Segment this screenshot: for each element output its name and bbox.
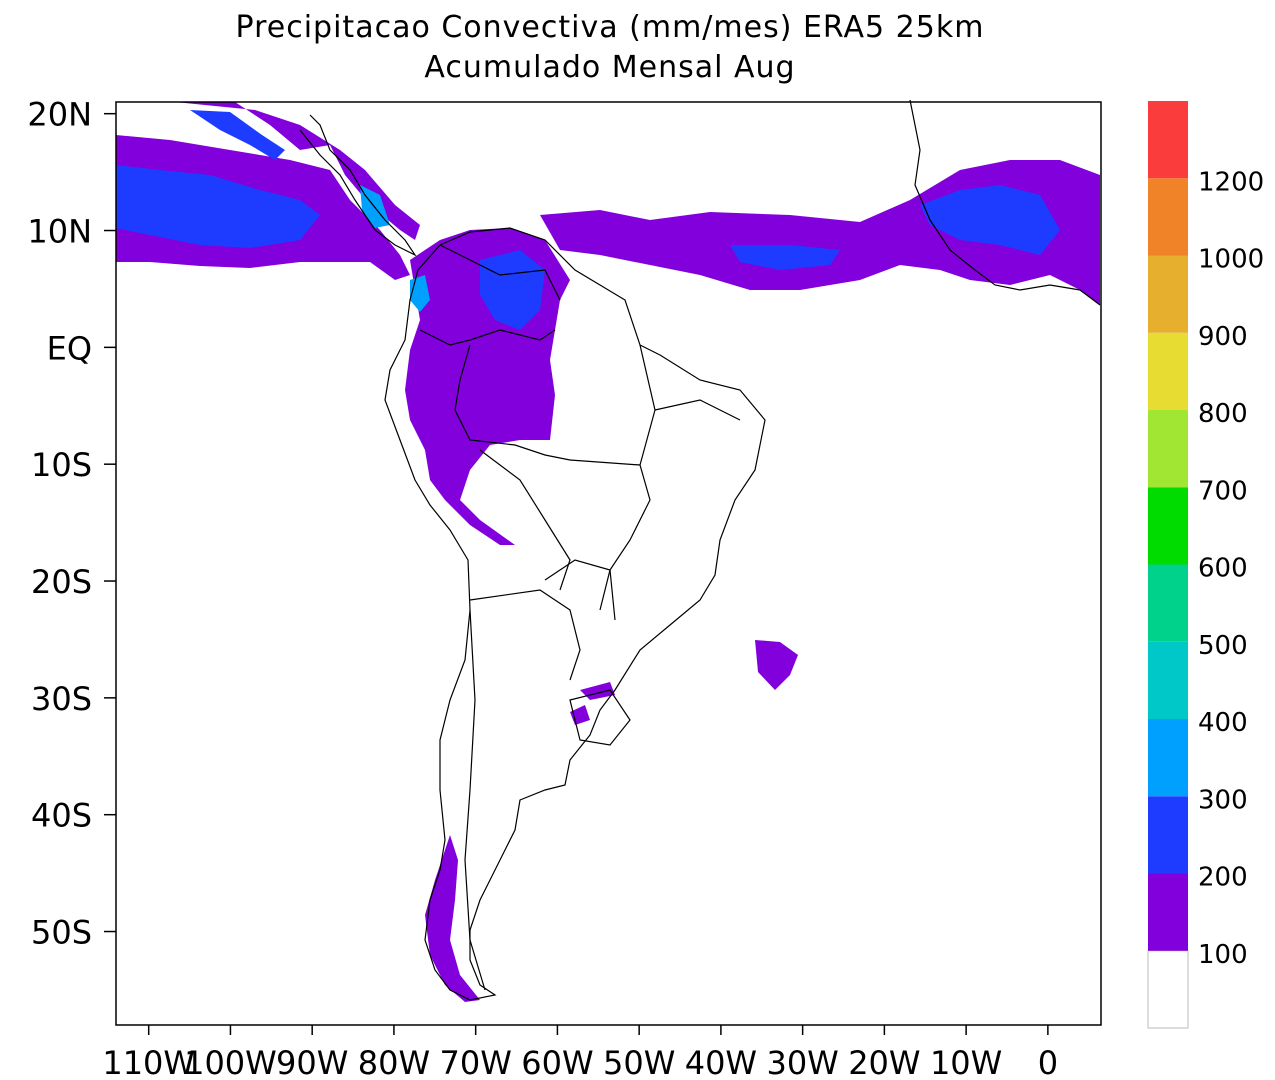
colorbar-swatch: [1148, 178, 1188, 256]
border-brazil-mid: [654, 399, 741, 421]
latitude-axis: 20N 10N EQ 10S 20S 30S 40S 50S: [27, 96, 116, 952]
lat-tick-label: 30S: [31, 680, 92, 718]
lon-tick-label: 20W: [848, 1044, 920, 1080]
border-bolivia: [479, 449, 571, 591]
colorbar-label: 900: [1198, 322, 1248, 352]
lon-tick-label: 50W: [603, 1044, 675, 1080]
colorbar-label: 600: [1198, 554, 1248, 584]
lon-tick-label: 70W: [439, 1044, 511, 1080]
colorbar-swatch: [1148, 719, 1188, 797]
precip-africa-core: [920, 185, 1060, 255]
colorbar-swatch: [1148, 487, 1188, 565]
precip-amazon-core: [480, 250, 545, 330]
lon-tick-label: 60W: [521, 1044, 593, 1080]
lat-tick-label: 50S: [31, 914, 92, 952]
colorbar-swatch: [1148, 332, 1188, 410]
border-chile-argentina: [464, 609, 486, 991]
lon-tick-label: 30W: [766, 1044, 838, 1080]
border-venezuela: [439, 244, 561, 301]
colorbar: 100 200 300 400 500 600 700 800 900 1000 1200: [1147, 101, 1264, 1029]
precipitation-field: [116, 102, 1100, 1002]
colorbar-label: 500: [1198, 631, 1248, 661]
lon-tick-label: 80W: [358, 1044, 430, 1080]
precip-atlantic-core: [730, 245, 840, 270]
lon-tick-label: 110W: [102, 1044, 195, 1080]
lon-tick-label: 10W: [930, 1044, 1002, 1080]
coastline-central-america: [299, 114, 417, 257]
colorbar-swatch: [1147, 950, 1189, 1029]
colorbar-label: 1200: [1198, 167, 1264, 197]
lat-tick-label: 10N: [27, 213, 92, 251]
precip-central-america-core: [190, 110, 285, 160]
lat-tick-label: 20S: [31, 563, 92, 601]
map-title: Precipitacao Convectiva (mm/mes) ERA5 25…: [235, 10, 985, 45]
border-brazil-west: [454, 344, 571, 461]
precip-uruguay-patch-2: [570, 705, 590, 725]
map-area: [115, 99, 1102, 1026]
colorbar-label: 300: [1198, 785, 1248, 815]
colorbar-swatch: [1148, 101, 1188, 179]
colorbar-swatch: [1148, 564, 1188, 642]
coastlines: [299, 99, 1101, 1001]
lat-tick-label: EQ: [47, 329, 92, 367]
lon-tick-label: 100W: [184, 1044, 277, 1080]
border-argentina: [469, 589, 581, 681]
precip-southern-chile: [425, 835, 480, 1002]
map-subtitle: Acumulado Mensal Aug: [424, 50, 796, 85]
border-brazil-east: [639, 344, 656, 466]
coastline-south-america: [384, 227, 766, 1001]
colorbar-label: 1000: [1198, 245, 1264, 275]
border-uruguay: [569, 689, 631, 746]
border-brazil-north: [469, 329, 556, 341]
colorbar-label: 800: [1198, 399, 1248, 429]
precip-andes-core: [410, 275, 430, 312]
colorbar-label: 100: [1198, 940, 1248, 970]
lat-tick-label: 40S: [31, 797, 92, 835]
border-peru-colombia: [419, 329, 471, 346]
border-brazil-south: [569, 459, 651, 611]
colorbar-swatch: [1148, 796, 1188, 874]
colorbar-label: 700: [1198, 476, 1248, 506]
precip-pacific-core: [116, 165, 320, 248]
colorbar-label: 200: [1198, 863, 1248, 893]
colorbar-swatch: [1148, 641, 1188, 719]
precip-south-atlantic-patch: [755, 640, 798, 690]
lon-tick-label: 40W: [685, 1044, 757, 1080]
lon-tick-label: 90W: [276, 1044, 348, 1080]
precip-central-america: [175, 102, 420, 240]
lat-tick-label: 10S: [31, 446, 92, 484]
coastline-africa: [909, 99, 1101, 306]
lat-tick-label: 20N: [27, 96, 92, 134]
colorbar-swatch: [1148, 873, 1188, 951]
colorbar-swatch: [1148, 410, 1188, 488]
lon-tick-label: 0: [1038, 1044, 1058, 1080]
colorbar-label: 400: [1198, 708, 1248, 738]
colorbar-swatch: [1148, 255, 1188, 333]
border-paraguay: [544, 559, 616, 621]
map-frame: [115, 101, 1102, 1026]
